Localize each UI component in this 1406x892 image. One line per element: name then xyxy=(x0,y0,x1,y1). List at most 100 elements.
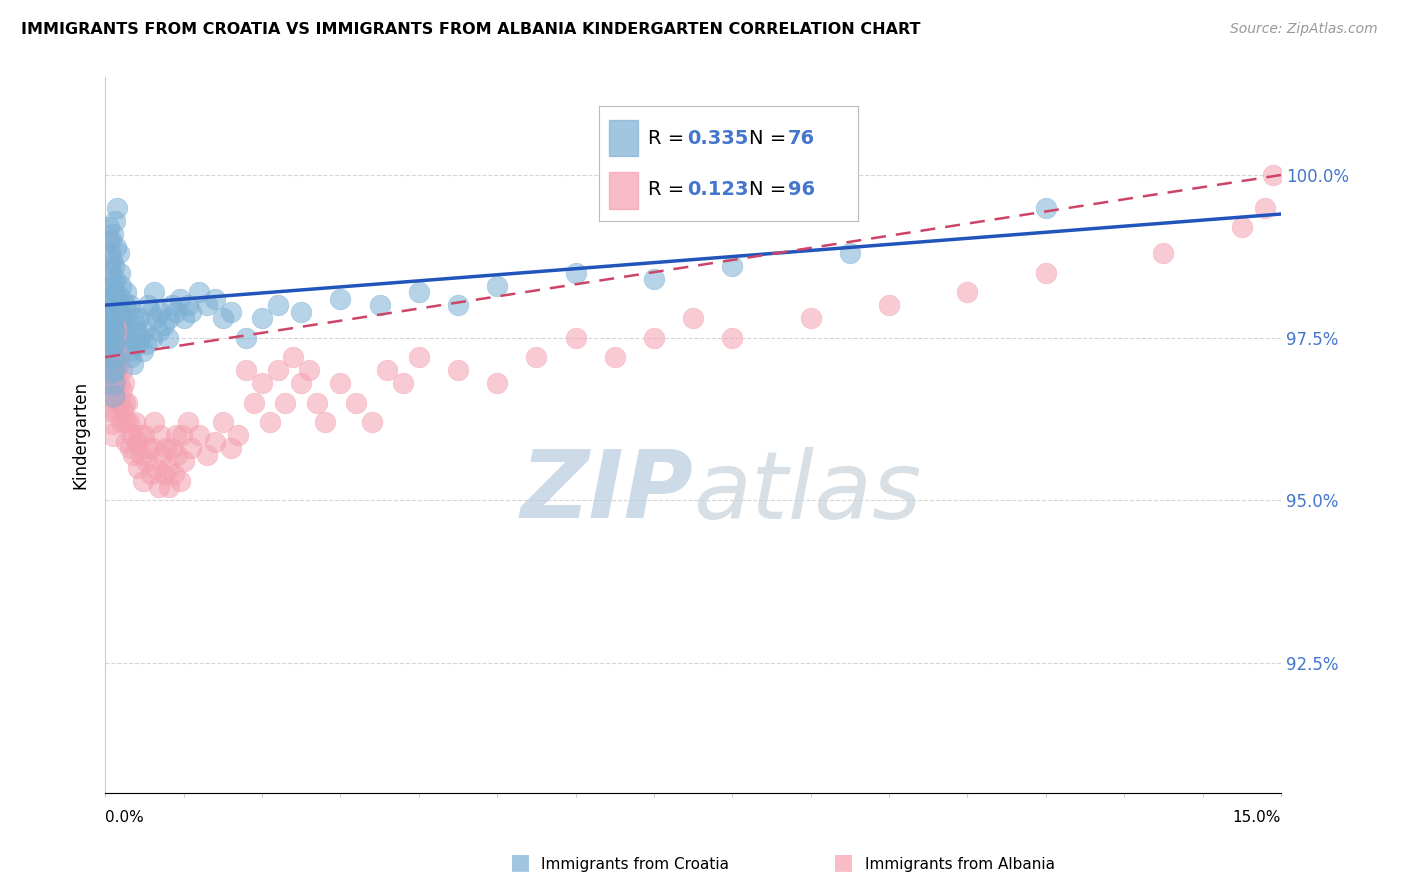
Point xyxy=(1035,201,1057,215)
Point xyxy=(139,467,162,482)
Point xyxy=(108,395,131,409)
Point xyxy=(114,415,136,429)
Point xyxy=(135,337,157,351)
Point xyxy=(165,304,187,318)
Point xyxy=(114,331,136,345)
Point xyxy=(124,415,146,429)
Point xyxy=(107,246,129,260)
Point xyxy=(115,285,138,299)
Point xyxy=(111,292,134,306)
Text: ZIP: ZIP xyxy=(520,447,693,539)
Point xyxy=(486,376,509,391)
Point xyxy=(100,324,122,338)
Point xyxy=(564,331,586,345)
Point xyxy=(127,460,149,475)
Point xyxy=(121,311,143,326)
Point xyxy=(170,428,193,442)
Point xyxy=(100,337,122,351)
Point xyxy=(1230,220,1253,235)
Point xyxy=(204,434,226,449)
Point xyxy=(107,350,129,364)
Point xyxy=(98,311,121,326)
Point xyxy=(169,292,191,306)
Point xyxy=(180,442,202,456)
Point xyxy=(101,337,124,351)
Point xyxy=(118,304,141,318)
Point xyxy=(377,363,399,377)
Point xyxy=(120,350,142,364)
Point xyxy=(173,311,195,326)
Point xyxy=(120,298,142,312)
Point xyxy=(129,331,152,345)
Point xyxy=(259,415,281,429)
Point xyxy=(100,266,122,280)
Point xyxy=(274,395,297,409)
Point xyxy=(290,376,312,391)
Point xyxy=(104,285,127,299)
Point xyxy=(103,337,125,351)
Point xyxy=(120,442,142,456)
Point xyxy=(188,285,211,299)
Point xyxy=(141,442,163,456)
Point xyxy=(266,298,288,312)
Point xyxy=(204,292,226,306)
Point xyxy=(103,259,125,273)
Point xyxy=(100,350,122,364)
Point xyxy=(125,434,148,449)
Point xyxy=(108,304,131,318)
Text: IMMIGRANTS FROM CROATIA VS IMMIGRANTS FROM ALBANIA KINDERGARTEN CORRELATION CHAR: IMMIGRANTS FROM CROATIA VS IMMIGRANTS FR… xyxy=(21,22,921,37)
Point xyxy=(114,298,136,312)
Point xyxy=(838,246,860,260)
Point xyxy=(564,266,586,280)
Point xyxy=(101,252,124,267)
Point xyxy=(1035,266,1057,280)
Point xyxy=(103,428,125,442)
Point xyxy=(132,474,155,488)
Point xyxy=(100,376,122,391)
Point xyxy=(98,343,121,358)
Point xyxy=(392,376,415,391)
Point xyxy=(111,363,134,377)
Point xyxy=(165,428,187,442)
Point xyxy=(101,415,124,429)
Point xyxy=(104,272,127,286)
Point xyxy=(105,239,128,253)
Point xyxy=(103,389,125,403)
Point xyxy=(103,402,125,417)
Point xyxy=(800,311,823,326)
Point xyxy=(101,402,124,417)
Point xyxy=(243,395,266,409)
Point xyxy=(142,285,165,299)
Point xyxy=(368,298,391,312)
Point xyxy=(195,448,218,462)
Point xyxy=(314,415,336,429)
Point xyxy=(101,350,124,364)
Point xyxy=(101,376,124,391)
Point xyxy=(98,298,121,312)
Point xyxy=(344,395,367,409)
Point xyxy=(305,395,328,409)
Text: 15.0%: 15.0% xyxy=(1233,810,1281,824)
Point xyxy=(145,311,167,326)
Point xyxy=(98,337,121,351)
Point xyxy=(298,363,321,377)
Point xyxy=(329,292,352,306)
Point xyxy=(98,363,121,377)
Point xyxy=(97,298,120,312)
Point xyxy=(266,363,288,377)
Point xyxy=(108,266,131,280)
Point xyxy=(100,363,122,377)
Point xyxy=(122,448,145,462)
Point xyxy=(110,311,132,326)
Point xyxy=(97,324,120,338)
Point xyxy=(98,285,121,299)
Point xyxy=(721,331,744,345)
Point xyxy=(682,311,704,326)
Point xyxy=(408,350,430,364)
Point xyxy=(643,272,665,286)
Point xyxy=(139,304,162,318)
Point xyxy=(100,350,122,364)
Point xyxy=(142,415,165,429)
Point xyxy=(163,467,186,482)
Point xyxy=(145,460,167,475)
